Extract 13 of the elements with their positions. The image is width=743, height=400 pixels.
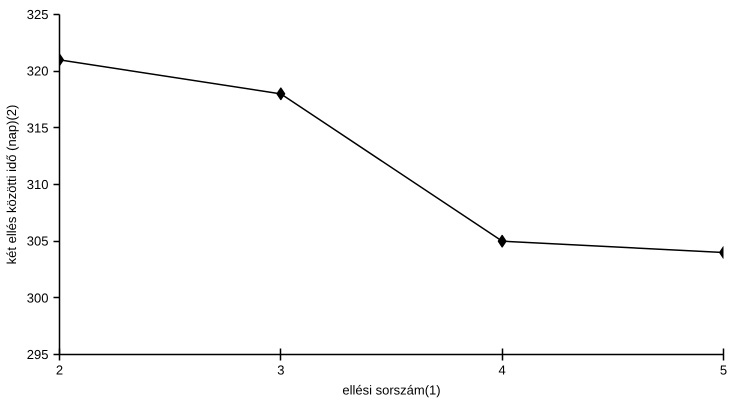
x-tick-label: 5 [720, 362, 728, 378]
y-tick-label: 300 [26, 290, 49, 306]
x-axis-title: ellési sorszám(1) [342, 382, 441, 398]
y-tick-label: 305 [26, 234, 49, 249]
y-tick-label: 320 [26, 64, 49, 79]
x-tick-label: 3 [277, 362, 284, 378]
y-axis-title: két ellés közötti idő (nap)(2) [4, 104, 19, 264]
x-tick-label: 2 [56, 362, 64, 378]
y-tick-label: 295 [26, 347, 49, 362]
x-tick-label: 4 [498, 362, 506, 378]
y-tick-label: 315 [26, 120, 49, 136]
y-tick-label: 325 [26, 7, 49, 22]
y-tick-label: 310 [26, 177, 49, 192]
